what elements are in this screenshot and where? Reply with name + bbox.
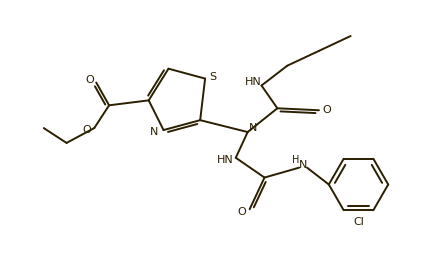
Text: Cl: Cl — [352, 217, 363, 227]
Text: O: O — [237, 207, 246, 217]
Text: HN: HN — [216, 155, 233, 165]
Text: O: O — [82, 125, 90, 135]
Text: O: O — [322, 105, 330, 115]
Text: S: S — [209, 72, 216, 82]
Text: N: N — [298, 160, 307, 170]
Text: HN: HN — [245, 77, 261, 86]
Text: O: O — [85, 75, 93, 85]
Text: H: H — [292, 155, 299, 165]
Text: N: N — [248, 123, 256, 133]
Text: N: N — [149, 127, 157, 137]
